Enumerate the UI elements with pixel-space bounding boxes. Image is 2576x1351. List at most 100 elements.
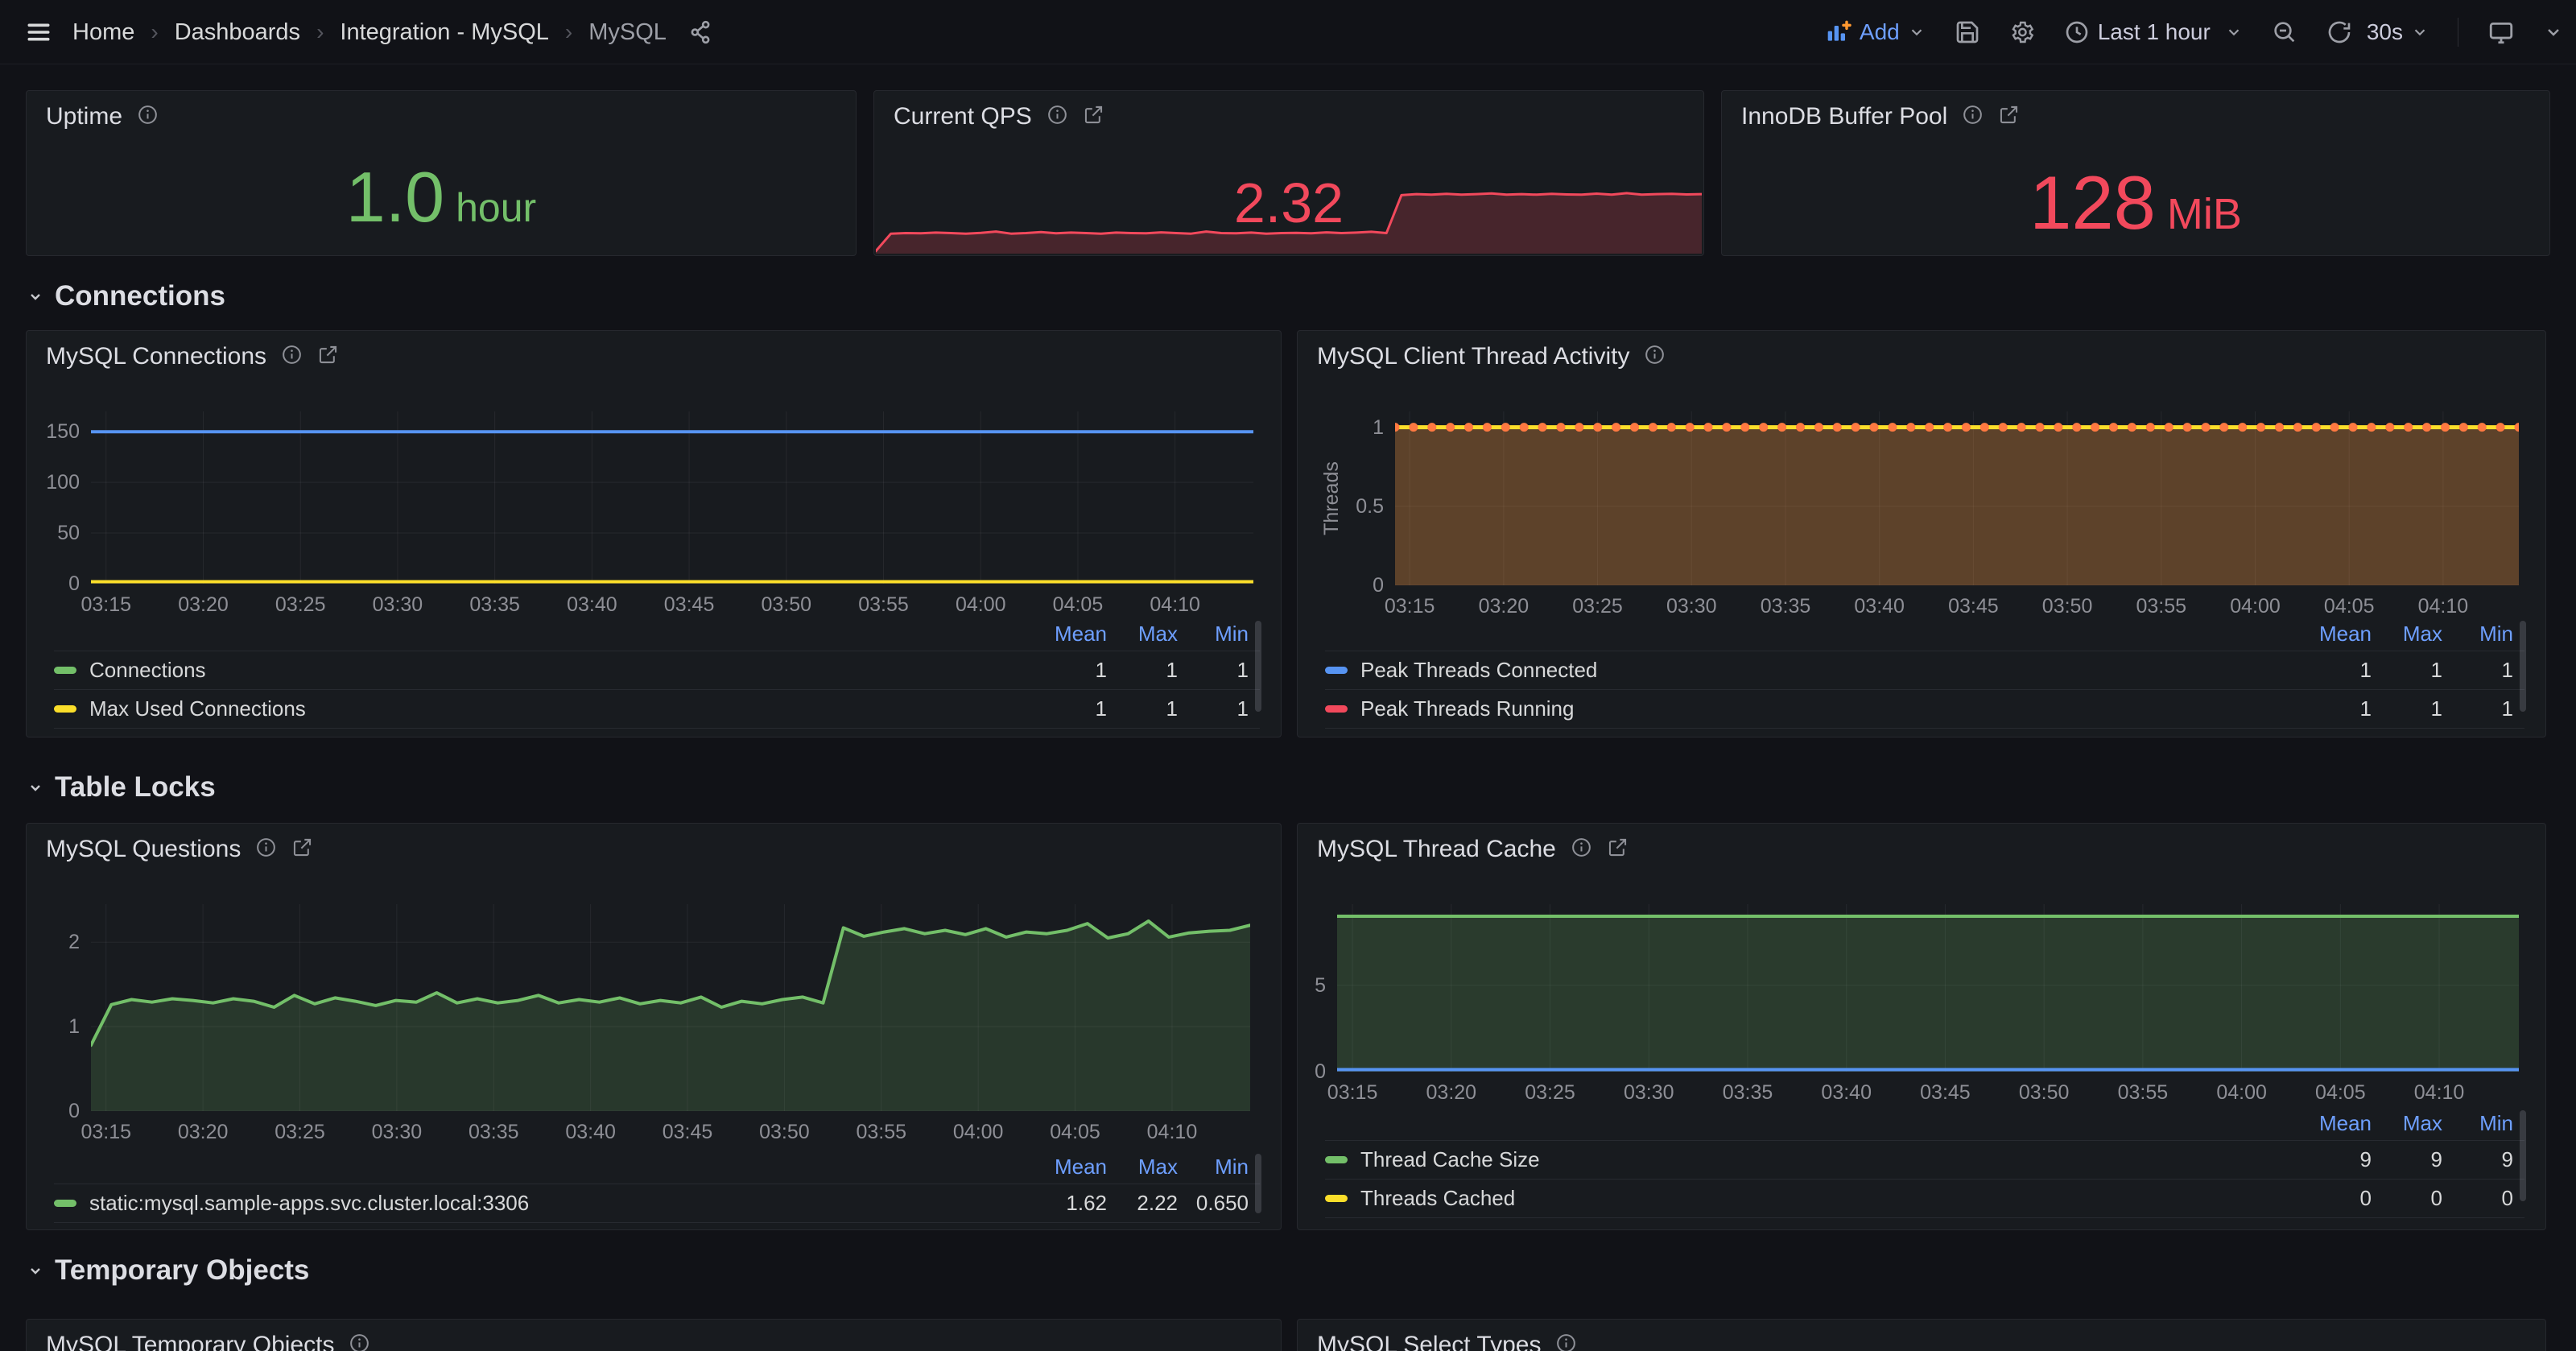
series-color-swatch[interactable] [54,705,76,713]
external-link-icon[interactable] [317,344,339,370]
add-panel-button[interactable]: Add [1826,19,1926,45]
series-color-swatch[interactable] [1325,1195,1348,1202]
info-icon[interactable] [137,104,159,130]
panel-header[interactable]: MySQL Client Thread Activity [1298,331,2545,382]
legend-column-max[interactable]: Max [2402,1111,2442,1135]
external-link-icon[interactable] [1607,837,1629,862]
kiosk-tv-icon[interactable] [2487,19,2515,46]
axis-tick-label: 2 [68,931,80,954]
external-link-icon[interactable] [1998,104,2020,130]
legend-column-min[interactable]: Min [1215,1155,1249,1179]
info-icon[interactable] [1571,837,1592,862]
legend-column-max[interactable]: Max [1137,1155,1178,1179]
series-color-swatch[interactable] [54,1200,76,1207]
info-icon[interactable] [1046,104,1068,130]
legend-series-label[interactable]: Peak Threads Running [1360,696,1575,721]
panel-mysql-questions: MySQL Questions 0 1 2 03:15 03:20 03:25 03:30… [26,823,1282,1230]
time-series-plot[interactable] [1390,411,2524,586]
legend-column-min[interactable]: Min [2479,1111,2513,1135]
section-temporary-objects[interactable]: Temporary Objects [26,1254,309,1287]
legend-series-label[interactable]: Threads Cached [1360,1186,1516,1210]
zoom-out-time-icon[interactable] [2272,19,2297,45]
time-series-plot[interactable] [89,411,1255,585]
legend-series-label[interactable]: Max Used Connections [89,696,306,721]
legend: Mean Max Min Connections 1 1 1 Max Used Connect… [54,618,1261,729]
legend-column-mean[interactable]: Mean [1054,622,1107,646]
axis-tick-label: 03:30 [371,1121,423,1143]
info-icon[interactable] [1644,344,1666,370]
legend-series-label[interactable]: Peak Threads Connected [1360,658,1598,682]
legend-series-label[interactable]: Thread Cache Size [1360,1147,1540,1171]
panel-header[interactable]: Current QPS [874,91,1703,143]
time-series-plot[interactable] [1335,904,2520,1072]
external-link-icon[interactable] [1083,104,1104,130]
legend-column-mean[interactable]: Mean [2318,1111,2372,1135]
legend-column-min[interactable]: Min [2479,622,2513,646]
info-icon[interactable] [255,837,277,862]
axis-tick-label: 5 [1315,973,1326,997]
menu-icon[interactable] [21,14,56,50]
axis-tick-label: 03:45 [1920,1081,1971,1104]
breadcrumb-folder[interactable]: Integration - MySQL [340,19,549,45]
legend-column-mean[interactable]: Mean [1054,1155,1107,1179]
uptime-unit: hour [456,185,537,230]
panel-header[interactable]: MySQL Temporary Objects [27,1320,1281,1351]
legend-series-label[interactable]: static:mysql.sample-apps.svc.cluster.loc… [89,1191,530,1215]
stat-value: 128 MiB [1722,165,2549,241]
legend-column-mean[interactable]: Mean [2318,622,2372,646]
legend-value: 9 [2430,1147,2442,1171]
info-icon[interactable] [349,1332,370,1351]
info-icon[interactable] [281,344,303,370]
axis-tick-label: 04:05 [2323,595,2375,618]
external-link-icon[interactable] [291,837,313,862]
refresh-interval-picker[interactable]: 30s [2367,19,2429,45]
panel-header[interactable]: MySQL Thread Cache [1298,824,2545,875]
info-icon[interactable] [1962,104,1984,130]
legend-scrollbar[interactable] [1255,621,1261,713]
legend: Mean Max Min static:mysql.sample-apps.svc.c… [54,1151,1261,1223]
series-color-swatch[interactable] [1325,1156,1348,1163]
axis-tick-label: 03:40 [565,1121,616,1143]
legend-scrollbar[interactable] [1255,1154,1261,1213]
panel-header[interactable]: InnoDB Buffer Pool [1722,91,2549,143]
section-connections[interactable]: Connections [26,280,225,312]
legend-value: 1 [2359,658,2372,682]
qps-sparkline[interactable] [874,191,1703,254]
axis-tick-label: 04:10 [2417,595,2469,618]
panel-mysql-temporary-objects: MySQL Temporary Objects [26,1319,1282,1351]
series-color-swatch[interactable] [1325,667,1348,674]
series-color-swatch[interactable] [54,667,76,674]
save-dashboard-icon[interactable] [1955,19,1980,45]
legend-column-max[interactable]: Max [2402,622,2442,646]
dashboard-settings-icon[interactable] [2009,19,2035,45]
axis-tick-label: 03:20 [178,593,229,616]
axis-tick-label: 0 [68,572,80,595]
legend-row: static:mysql.sample-apps.svc.cluster.loc… [54,1184,1260,1223]
legend-value: 1 [2359,696,2372,721]
panel-header[interactable]: MySQL Select Types [1298,1320,2545,1351]
share-icon[interactable] [687,19,713,45]
section-table-locks[interactable]: Table Locks [26,771,216,804]
time-series-plot[interactable] [89,904,1252,1112]
legend-series-label[interactable]: Connections [89,658,206,682]
legend-column-min[interactable]: Min [1215,622,1249,646]
panel-header[interactable]: MySQL Questions [27,824,1281,875]
panel-header[interactable]: MySQL Connections [27,331,1281,382]
time-range-picker[interactable]: Last 1 hour [2064,19,2243,45]
chevron-down-icon[interactable] [2544,23,2563,42]
breadcrumb-dashboards[interactable]: Dashboards [174,19,301,45]
section-title: Connections [55,280,225,312]
series-color-swatch[interactable] [1325,705,1348,713]
breadcrumb-home[interactable]: Home [72,19,135,45]
axis-tick-label: 04:00 [952,1121,1004,1143]
refresh-icon[interactable] [2326,19,2352,45]
legend-scrollbar[interactable] [2520,621,2526,713]
legend-scrollbar[interactable] [2520,1110,2526,1202]
panel-header[interactable]: Uptime [27,91,856,143]
chevron-down-icon [2411,23,2429,41]
legend-column-max[interactable]: Max [1137,622,1178,646]
info-icon[interactable] [1555,1332,1577,1351]
axis-tick-label: 03:25 [275,593,326,616]
